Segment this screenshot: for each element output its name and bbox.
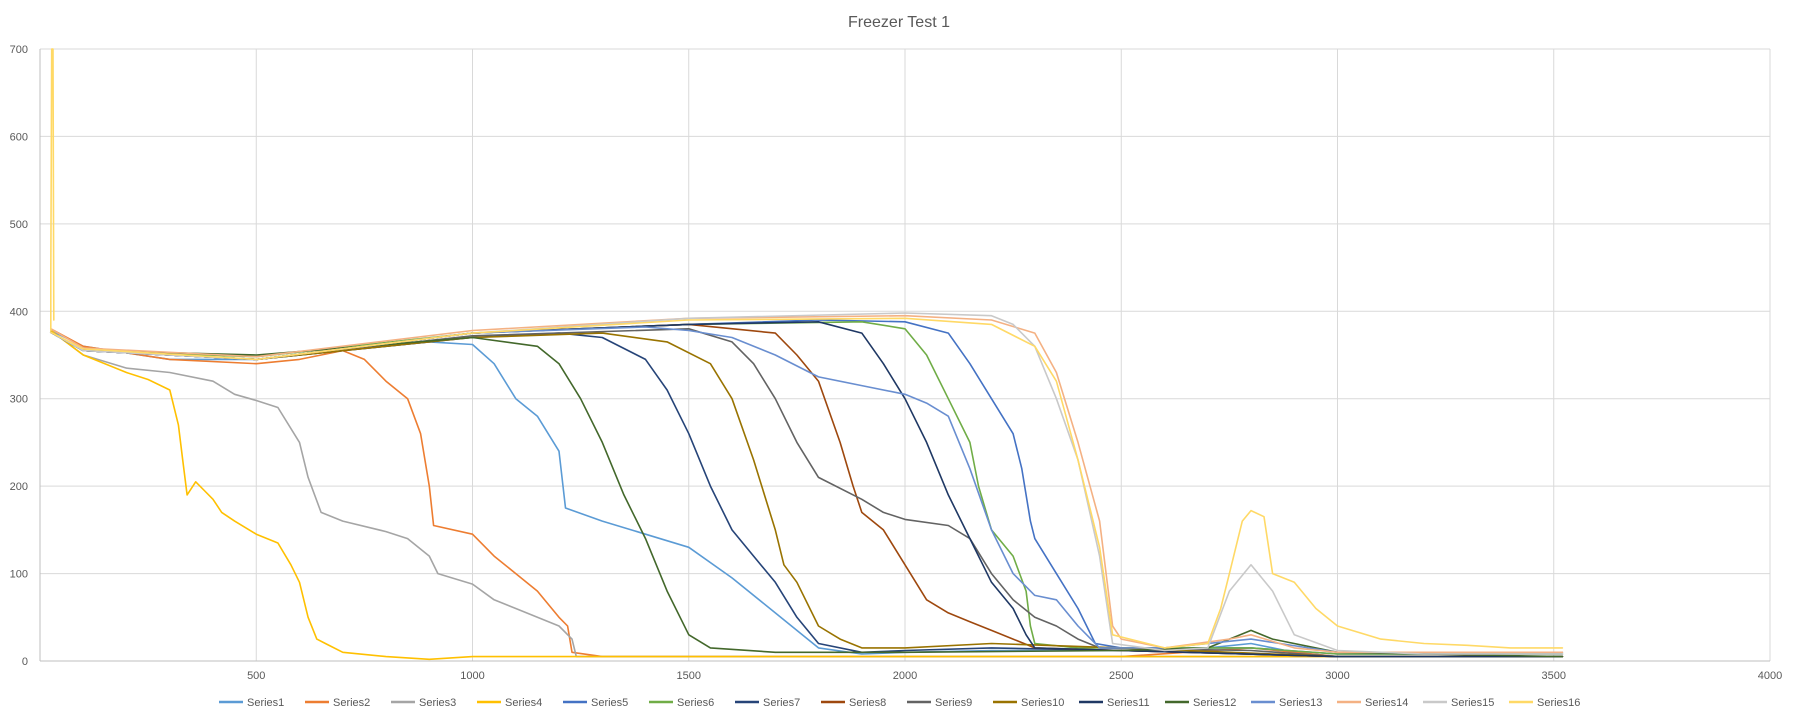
- chart-title: Freezer Test 1: [848, 14, 950, 31]
- x-tick-label: 1500: [677, 670, 701, 682]
- x-tick-label: 2500: [1109, 670, 1133, 682]
- series-spike-series16: [50, 48, 55, 332]
- series-line-series13: [50, 326, 1564, 654]
- series-line-series15: [50, 312, 1564, 655]
- series-line-series12: [50, 331, 1564, 658]
- legend-label: Series3: [419, 697, 456, 709]
- y-tick-label: 0: [22, 656, 28, 668]
- series-line-series11: [50, 321, 1564, 658]
- legend-label: Series13: [1279, 697, 1322, 709]
- plot-area: [50, 48, 1564, 661]
- legend-item[interactable]: Series2: [305, 697, 370, 709]
- x-tick-label: 3000: [1325, 670, 1349, 682]
- legend-item[interactable]: Series4: [477, 697, 542, 709]
- legend-label: Series10: [1021, 697, 1064, 709]
- legend-item[interactable]: Series7: [735, 697, 800, 709]
- legend-item[interactable]: Series3: [391, 697, 456, 709]
- legend-item[interactable]: Series8: [821, 697, 886, 709]
- series-line-series14: [50, 314, 1564, 654]
- x-tick-label: 3500: [1542, 670, 1566, 682]
- axes: [39, 49, 1770, 662]
- y-tick-label: 700: [10, 44, 28, 56]
- series-line-series9: [50, 328, 1564, 658]
- legend-item[interactable]: Series14: [1337, 697, 1408, 709]
- y-tick-label: 400: [10, 306, 28, 318]
- legend-label: Series6: [677, 697, 714, 709]
- series-line-series16: [50, 317, 1564, 649]
- grid-lines: [40, 48, 1771, 661]
- legend-label: Series14: [1365, 697, 1408, 709]
- series-line-series1: [50, 329, 1564, 658]
- x-tick-label: 1000: [460, 670, 484, 682]
- legend-label: Series5: [591, 697, 628, 709]
- y-tick-label: 500: [10, 219, 28, 231]
- legend-label: Series11: [1107, 697, 1150, 709]
- legend-item[interactable]: Series5: [563, 697, 628, 709]
- legend-item[interactable]: Series11: [1079, 697, 1150, 709]
- legend-label: Series8: [849, 697, 886, 709]
- legend-item[interactable]: Series12: [1165, 697, 1236, 709]
- x-tick-labels: 500 1000 1500 2000 2500 3000 3500 4000: [247, 670, 1782, 682]
- legend-label: Series1: [247, 697, 284, 709]
- series-line-series2: [50, 328, 1564, 658]
- y-tick-label: 100: [10, 569, 28, 581]
- legend-item[interactable]: Series10: [993, 697, 1064, 709]
- y-tick-label: 600: [10, 131, 28, 143]
- legend-item[interactable]: Series15: [1423, 697, 1494, 709]
- x-tick-label: 4000: [1758, 670, 1782, 682]
- series-line-series4: [50, 329, 1564, 661]
- x-tick-label: 500: [247, 670, 265, 682]
- series-line-series10: [50, 331, 1564, 658]
- legend: Series1 Series2 Series3 Series4 Series5 Serie…: [219, 697, 1580, 709]
- series-line-series7: [50, 331, 1564, 658]
- legend-item[interactable]: Series6: [649, 697, 714, 709]
- legend-item[interactable]: Series13: [1251, 697, 1322, 709]
- legend-label: Series9: [935, 697, 972, 709]
- series-line-series8: [50, 323, 1564, 658]
- series-line-series3: [50, 329, 1564, 658]
- legend-label: Series12: [1193, 697, 1236, 709]
- legend-item[interactable]: Series1: [219, 697, 284, 709]
- legend-item[interactable]: Series16: [1509, 697, 1580, 709]
- legend-label: Series7: [763, 697, 800, 709]
- legend-label: Series4: [505, 697, 542, 709]
- y-tick-label: 200: [10, 481, 28, 493]
- y-tick-label: 300: [10, 394, 28, 406]
- x-tick-label: 2000: [893, 670, 917, 682]
- y-tick-labels: 0 100 200 300 400 500 600 700: [10, 44, 28, 668]
- legend-label: Series2: [333, 697, 370, 709]
- legend-item[interactable]: Series9: [907, 697, 972, 709]
- legend-label: Series16: [1537, 697, 1580, 709]
- legend-label: Series15: [1451, 697, 1494, 709]
